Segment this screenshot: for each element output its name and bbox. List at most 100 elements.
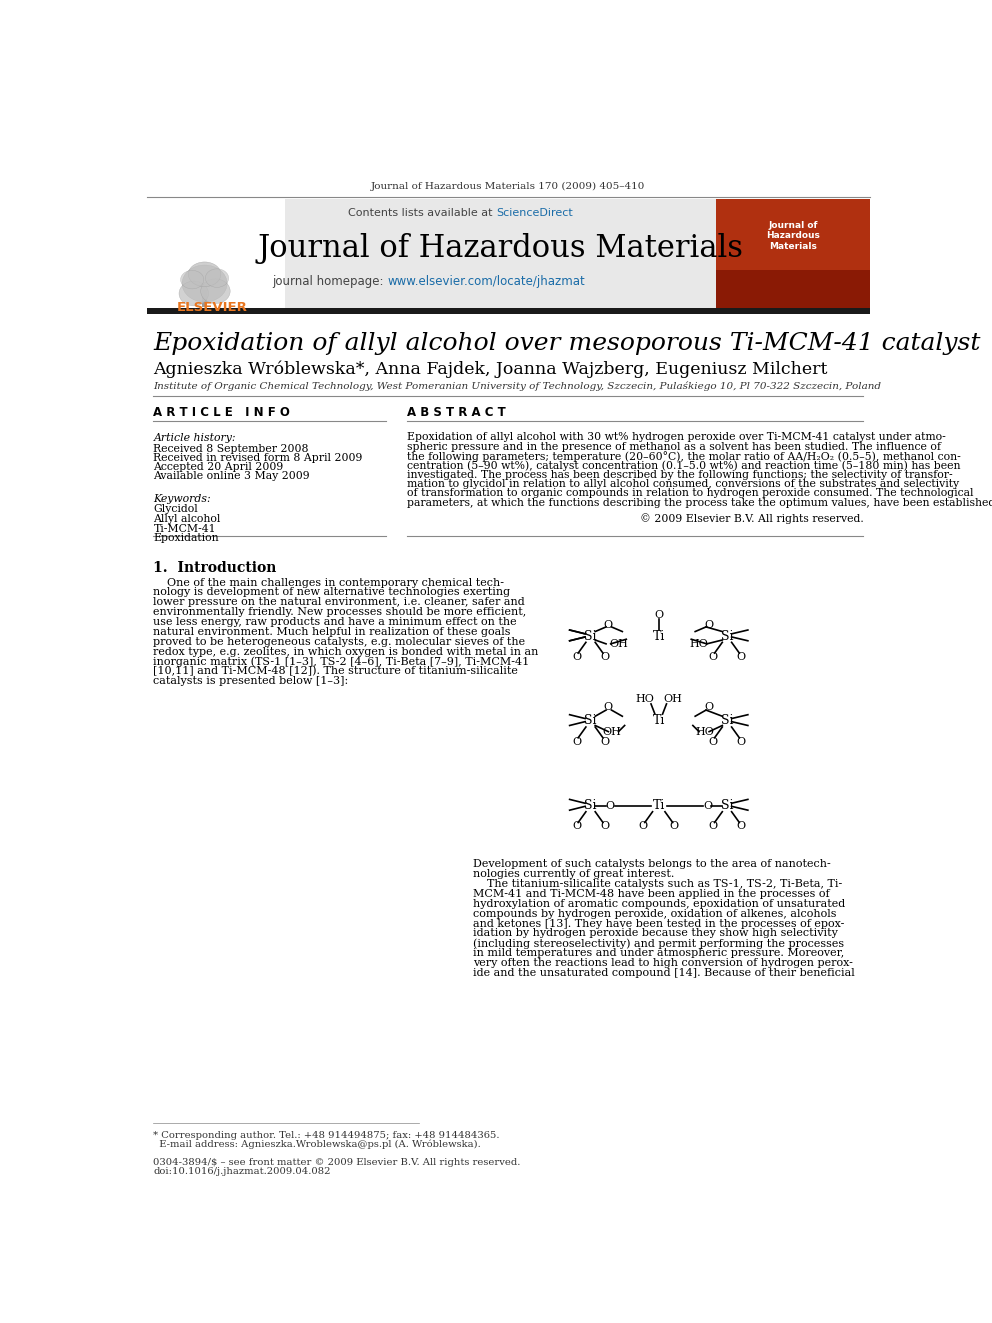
Text: Si: Si [584,630,597,643]
Text: O: O [604,703,613,712]
Text: ide and the unsaturated compound [14]. Because of their beneficial: ide and the unsaturated compound [14]. B… [473,968,854,978]
Text: Available online 3 May 2009: Available online 3 May 2009 [154,471,310,482]
Text: catalysts is presented below [1–3]:: catalysts is presented below [1–3]: [154,676,349,687]
Ellipse shape [205,269,228,287]
Text: Si: Si [584,714,597,728]
Text: Epoxidation: Epoxidation [154,533,219,544]
Text: journal homepage:: journal homepage: [272,275,388,288]
Text: Development of such catalysts belongs to the area of nanotech-: Development of such catalysts belongs to… [473,860,830,869]
Text: O: O [572,652,581,662]
Text: O: O [736,822,745,831]
Text: Ti: Ti [653,714,665,728]
Text: Allyl alcohol: Allyl alcohol [154,515,221,524]
Text: Si: Si [721,630,733,643]
Text: One of the main challenges in contemporary chemical tech-: One of the main challenges in contempora… [154,578,505,587]
Text: proved to be heterogeneous catalysts, e.g. molecular sieves of the: proved to be heterogeneous catalysts, e.… [154,636,526,647]
Text: Ti: Ti [653,799,665,812]
Text: Epoxidation of allyl alcohol over mesoporous Ti-MCM-41 catalyst: Epoxidation of allyl alcohol over mesopo… [154,332,981,355]
Text: MCM-41 and Ti-MCM-48 have been applied in the processes of: MCM-41 and Ti-MCM-48 have been applied i… [473,889,829,900]
Text: environmentally friendly. New processes should be more efficient,: environmentally friendly. New processes … [154,607,527,618]
Text: O: O [605,800,614,811]
Text: 0304-3894/$ – see front matter © 2009 Elsevier B.V. All rights reserved.: 0304-3894/$ – see front matter © 2009 El… [154,1158,521,1167]
Text: use less energy, raw products and have a minimum effect on the: use less energy, raw products and have a… [154,617,517,627]
Text: of transformation to organic compounds in relation to hydrogen peroxide consumed: of transformation to organic compounds i… [407,488,973,499]
Text: Si: Si [584,799,597,812]
Text: O: O [704,619,713,630]
Text: O: O [600,652,609,662]
Text: O: O [572,737,581,746]
Text: Accepted 20 April 2009: Accepted 20 April 2009 [154,462,284,472]
Text: inorganic matrix (TS-1 [1–3], TS-2 [4–6], Ti-Beta [7–9], Ti-MCM-41: inorganic matrix (TS-1 [1–3], TS-2 [4–6]… [154,656,530,667]
Text: O: O [703,800,712,811]
Text: ELSEVIER: ELSEVIER [177,302,248,315]
Text: spheric pressure and in the presence of methanol as a solvent has been studied. : spheric pressure and in the presence of … [407,442,940,451]
Bar [201,290,207,307]
Bar [147,308,870,315]
Text: Agnieszka Wróblewska*, Anna Fajdek, Joanna Wajzberg, Eugeniusz Milchert: Agnieszka Wróblewska*, Anna Fajdek, Joan… [154,361,828,378]
Text: O: O [604,619,613,630]
Text: O: O [708,822,717,831]
Text: centration (5–90 wt%), catalyst concentration (0.1–5.0 wt%) and reaction time (5: centration (5–90 wt%), catalyst concentr… [407,460,960,471]
Text: OH: OH [609,639,628,648]
Text: the following parameters; temperature (20–60°C), the molar ratio of AA/H₂O₂ (0.5: the following parameters; temperature (2… [407,451,960,462]
Text: O: O [654,610,664,619]
Text: natural environment. Much helpful in realization of these goals: natural environment. Much helpful in rea… [154,627,511,636]
Text: Epoxidation of allyl alcohol with 30 wt% hydrogen peroxide over Ti-MCM-41 cataly: Epoxidation of allyl alcohol with 30 wt%… [407,433,945,442]
Text: ScienceDirect: ScienceDirect [496,208,572,218]
Text: idation by hydrogen peroxide because they show high selectivity: idation by hydrogen peroxide because the… [473,929,837,938]
Text: Ti-MCM-41: Ti-MCM-41 [154,524,216,533]
Text: in mild temperatures and under atmospheric pressure. Moreover,: in mild temperatures and under atmospher… [473,949,844,958]
Text: Institute of Organic Chemical Technology, West Pomeranian University of Technolo: Institute of Organic Chemical Technology… [154,381,882,390]
Text: Journal of Hazardous Materials 170 (2009) 405–410: Journal of Hazardous Materials 170 (2009… [371,183,646,191]
Text: Keywords:: Keywords: [154,493,211,504]
Text: O: O [600,737,609,746]
Text: O: O [736,737,745,746]
Text: nologies currently of great interest.: nologies currently of great interest. [473,869,675,880]
Text: (including stereoselectivity) and permit performing the processes: (including stereoselectivity) and permit… [473,938,844,949]
Text: parameters, at which the functions describing the process take the optimum value: parameters, at which the functions descr… [407,497,992,508]
Text: O: O [639,822,648,831]
Bar [716,198,870,308]
Text: OH: OH [603,726,622,737]
Text: Article history:: Article history: [154,433,236,443]
Text: Si: Si [721,714,733,728]
Text: * Corresponding author. Tel.: +48 914494875; fax: +48 914484365.: * Corresponding author. Tel.: +48 914494… [154,1130,500,1139]
Text: Ti: Ti [653,630,665,643]
Text: nology is development of new alternative technologies exerting: nology is development of new alternative… [154,587,511,598]
Text: mation to glycidol in relation to allyl alcohol consumed, conversions of the sub: mation to glycidol in relation to allyl … [407,479,959,490]
Text: compounds by hydrogen peroxide, oxidation of alkenes, alcohols: compounds by hydrogen peroxide, oxidatio… [473,909,836,918]
Text: and ketones [13]. They have been tested in the processes of epox-: and ketones [13]. They have been tested … [473,918,844,929]
Text: O: O [708,737,717,746]
Text: [10,11] and Ti-MCM-48 [12]). The structure of titanium-silicalite: [10,11] and Ti-MCM-48 [12]). The structu… [154,667,519,676]
Text: investigated. The process has been described by the following functions; the sel: investigated. The process has been descr… [407,470,952,480]
Text: HO: HO [635,695,655,704]
Ellipse shape [200,279,230,303]
Text: O: O [704,703,713,712]
Ellipse shape [181,270,203,288]
Text: O: O [600,822,609,831]
Text: Received in revised form 8 April 2009: Received in revised form 8 April 2009 [154,452,363,463]
Text: hydroxylation of aromatic compounds, epoxidation of unsaturated: hydroxylation of aromatic compounds, epo… [473,898,845,909]
Text: © 2009 Elsevier B.V. All rights reserved.: © 2009 Elsevier B.V. All rights reserved… [640,513,863,524]
Text: Si: Si [721,799,733,812]
Text: Journal of
Hazardous
Materials: Journal of Hazardous Materials [766,221,819,250]
Bar [716,270,870,308]
Text: HO: HO [695,726,714,737]
Text: OH: OH [664,695,682,704]
Text: E-mail address: Agnieszka.Wroblewska@ps.pl (A. Wróblewska).: E-mail address: Agnieszka.Wroblewska@ps.… [154,1139,481,1150]
Bar [147,198,286,308]
Text: The titanium-silicalite catalysts such as TS-1, TS-2, Ti-Beta, Ti-: The titanium-silicalite catalysts such a… [473,880,842,889]
Text: very often the reactions lead to high conversion of hydrogen perox-: very often the reactions lead to high co… [473,958,853,968]
Text: A B S T R A C T: A B S T R A C T [407,406,506,419]
Ellipse shape [179,282,208,306]
Ellipse shape [183,265,227,302]
Ellipse shape [188,262,221,287]
Text: O: O [736,652,745,662]
Text: Glycidol: Glycidol [154,504,198,515]
Text: 1.  Introduction: 1. Introduction [154,561,277,574]
Text: lower pressure on the natural environment, i.e. cleaner, safer and: lower pressure on the natural environmen… [154,598,525,607]
Text: A R T I C L E   I N F O: A R T I C L E I N F O [154,406,291,419]
Text: O: O [670,822,679,831]
Text: Received 8 September 2008: Received 8 September 2008 [154,443,309,454]
Text: Contents lists available at: Contents lists available at [348,208,496,218]
